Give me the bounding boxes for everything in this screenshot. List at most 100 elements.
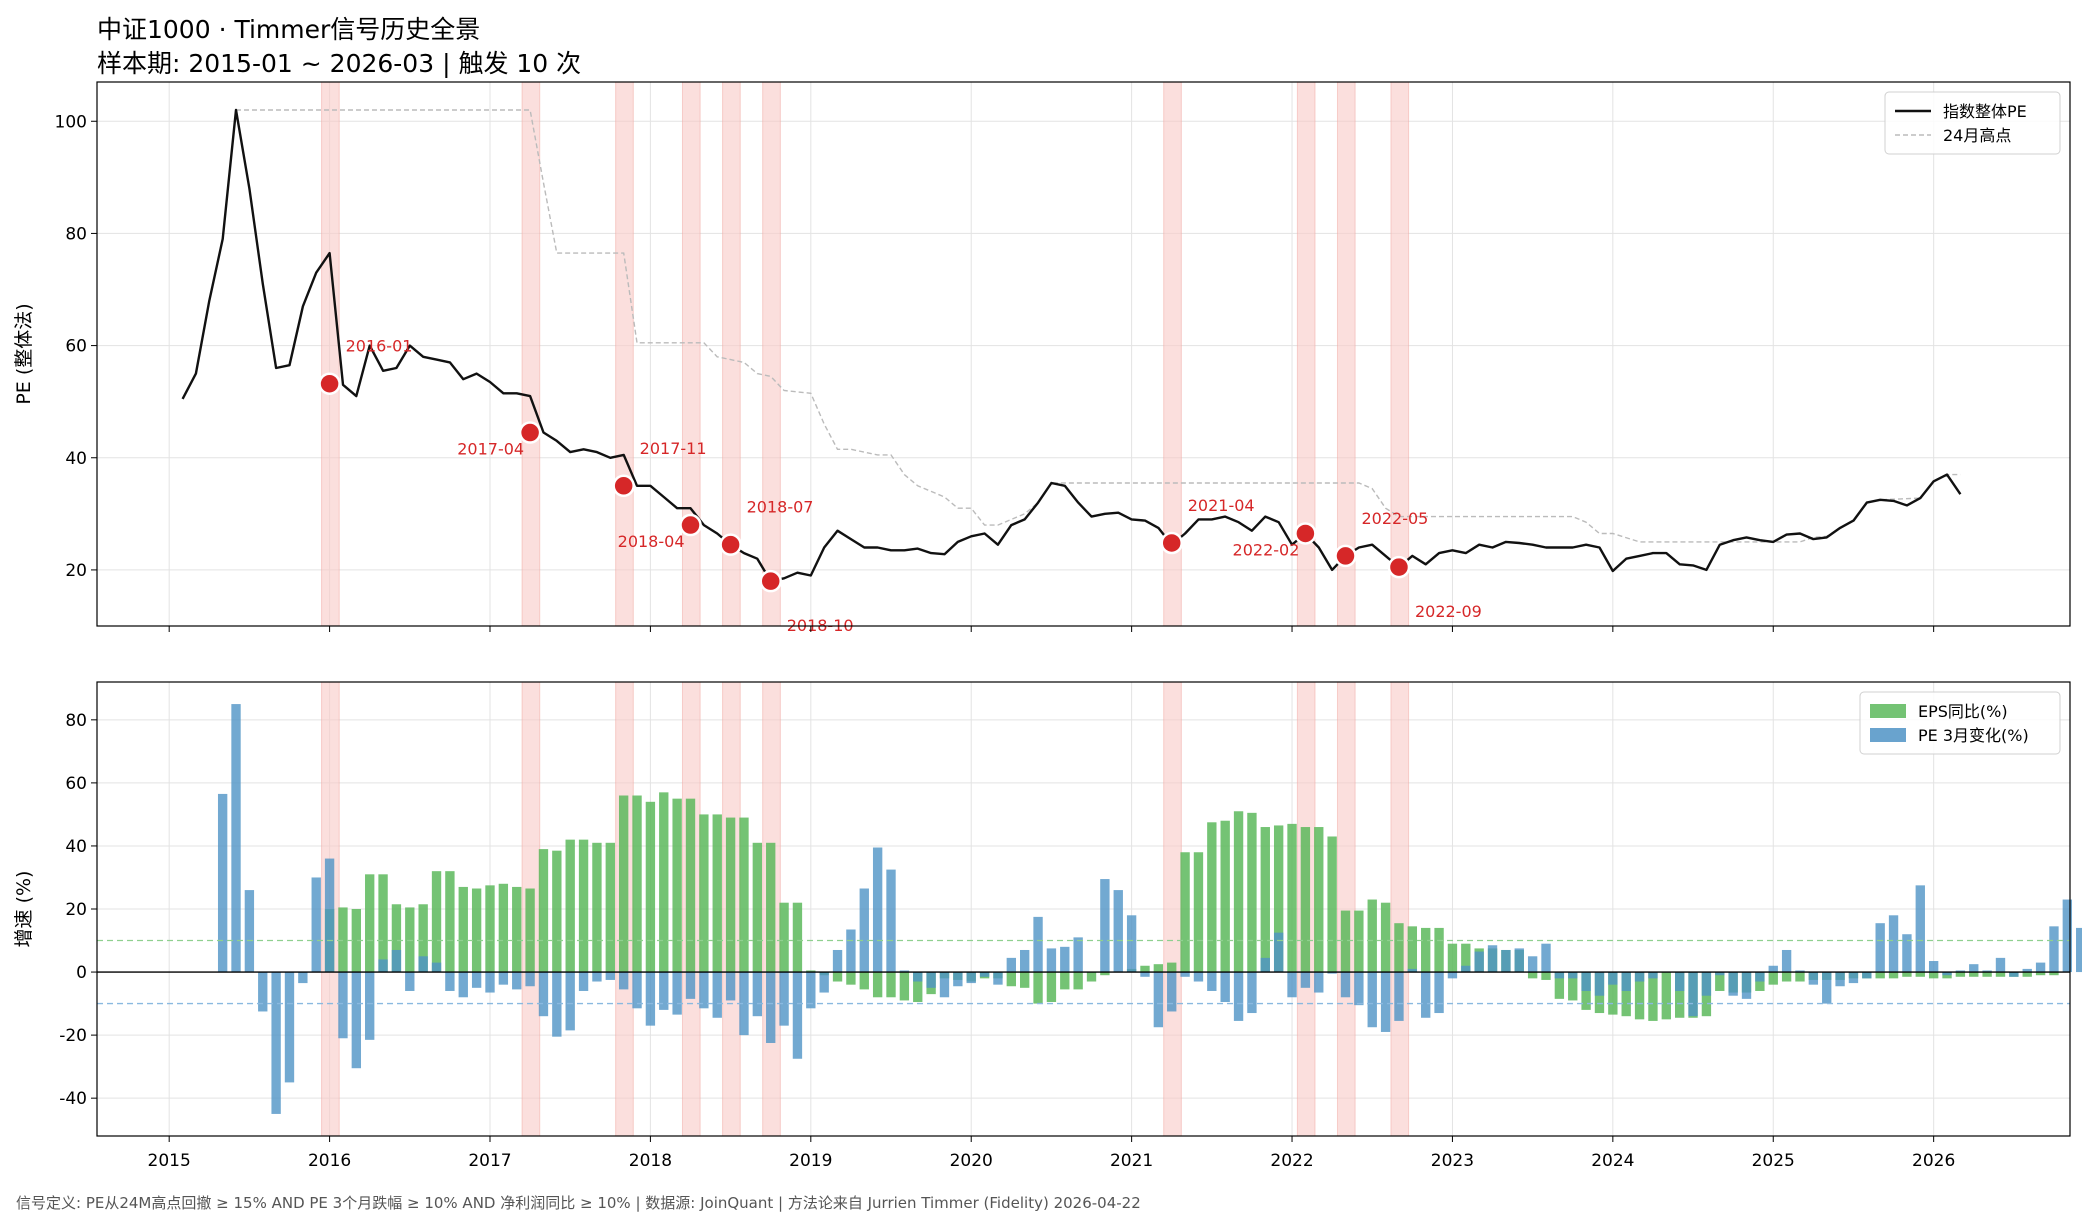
- eps-bar: [1875, 972, 1885, 979]
- legend-box: [1859, 691, 2061, 755]
- eps-bar: [1167, 962, 1177, 973]
- pe-change-bar: [1033, 916, 1043, 973]
- eps-bar: [725, 817, 736, 973]
- pe-change-bar: [953, 972, 963, 987]
- pe-change-bar: [872, 847, 883, 973]
- eps-bar: [1541, 972, 1551, 980]
- eps-bar: [1327, 836, 1337, 973]
- pe-change-bar: [725, 972, 736, 1001]
- eps-bar: [1260, 827, 1270, 973]
- pe-change-bar: [498, 972, 509, 985]
- eps-bar: [1621, 972, 1631, 1017]
- eps-bar: [1314, 827, 1324, 973]
- pe-change-bar: [1220, 972, 1230, 1003]
- eps-bar: [2035, 972, 2046, 976]
- eps-bar: [1086, 972, 1097, 982]
- x-tick-label: 2025: [1752, 1151, 1795, 1171]
- eps-bar: [1995, 972, 2006, 977]
- growth-ytick-label: 0: [76, 963, 87, 983]
- signal-label: 2022-09: [1415, 602, 1482, 621]
- pe-change-bar: [592, 972, 602, 982]
- eps-bar: [899, 972, 910, 1001]
- pe-change-bar: [2049, 926, 2059, 973]
- pe-change-bar: [752, 972, 763, 1017]
- pe-change-bar: [913, 972, 923, 982]
- pe-change-bar: [859, 888, 869, 973]
- pe-change-bar: [552, 972, 562, 1037]
- pe-change-bar: [324, 858, 335, 973]
- pe-change-bar: [1995, 957, 2006, 973]
- pe-change-bar: [779, 972, 789, 1026]
- signal-band-2017-04: [521, 81, 541, 627]
- eps-bar: [1046, 972, 1057, 1003]
- pe-change-bar: [244, 890, 255, 973]
- pe-change-bar: [431, 962, 442, 973]
- pe-change-bar: [1648, 972, 1658, 979]
- signal-marker-2016-01: [318, 372, 341, 395]
- eps-bar: [1527, 972, 1538, 979]
- pe-change-bar: [1434, 972, 1444, 1014]
- eps-bar: [1608, 972, 1618, 1015]
- pe-change-bar: [1928, 961, 1939, 973]
- eps-bar: [1073, 972, 1083, 990]
- eps-bar: [565, 839, 575, 973]
- eps-bar: [485, 885, 495, 973]
- pe-change-bar: [311, 877, 321, 973]
- pe-change-bar: [338, 972, 348, 1039]
- eps-bar: [1902, 972, 1912, 977]
- pe-change-bar: [284, 972, 295, 1083]
- eps-bar: [1300, 827, 1311, 973]
- eps-bar: [1060, 972, 1070, 990]
- eps-bar: [1795, 972, 1805, 982]
- eps-bar: [1661, 972, 1671, 1020]
- pe-change-bar: [1207, 972, 1217, 991]
- pe-change-bar: [1020, 949, 1030, 973]
- signal-marker-2022-09: [1387, 555, 1411, 579]
- pe-change-bar: [1554, 972, 1565, 979]
- pe-change-bar: [1073, 937, 1083, 973]
- pe-change-bar: [1741, 972, 1752, 999]
- eps-bar: [1233, 811, 1244, 973]
- eps-bar: [1447, 943, 1458, 973]
- pe-change-bar: [1474, 951, 1484, 973]
- eps-bar: [792, 902, 803, 973]
- pe-change-bar: [2076, 927, 2082, 973]
- eps-bar: [1928, 972, 1939, 979]
- pe-change-bar: [445, 972, 455, 991]
- eps-bar: [391, 904, 402, 973]
- eps-bar: [685, 798, 696, 973]
- pe-change-bar: [525, 972, 535, 987]
- pe-change-bar: [1942, 972, 1952, 976]
- eps-bar: [1407, 926, 1418, 973]
- eps-bar: [872, 972, 883, 998]
- pe-change-bar: [1487, 945, 1498, 973]
- eps-bar: [1674, 972, 1685, 1018]
- eps-bar: [2049, 972, 2059, 976]
- pe-change-bar: [1862, 972, 1872, 979]
- eps-bar: [1153, 964, 1164, 973]
- pe-change-bar: [1527, 956, 1538, 973]
- signal-label: 2022-02: [1233, 540, 1300, 559]
- pe-change-bar: [1514, 948, 1524, 973]
- legend-box: [1884, 91, 2061, 155]
- pe-change-bar: [605, 972, 615, 980]
- pe-frame: [96, 81, 2071, 627]
- pe-change-bar: [471, 972, 482, 988]
- pe-change-bar: [512, 972, 522, 990]
- pe-change-bar: [926, 972, 936, 988]
- eps-bar: [618, 795, 629, 973]
- growth-ytick-label: 20: [65, 900, 87, 920]
- high-24m-line: [236, 109, 1961, 543]
- pe-change-bar: [766, 972, 776, 1043]
- pe-change-bar: [538, 972, 549, 1017]
- eps-bar: [471, 888, 482, 973]
- legend-swatch-eps: [1870, 704, 1906, 718]
- pe-change-bar: [1314, 972, 1324, 993]
- pe-change-bar: [231, 704, 241, 973]
- eps-bar: [1100, 972, 1110, 976]
- pe-change-bar: [1781, 949, 1792, 973]
- chart-subtitle: 样本期: 2015-01 ~ 2026-03 | 触发 10 次: [97, 49, 582, 78]
- signal-band-2021-04: [1163, 681, 1182, 1137]
- growth-panel: -40 -20 0 20 40 60 80 2015 2016 2017 2018 2019 2020 2…: [13, 681, 2082, 1171]
